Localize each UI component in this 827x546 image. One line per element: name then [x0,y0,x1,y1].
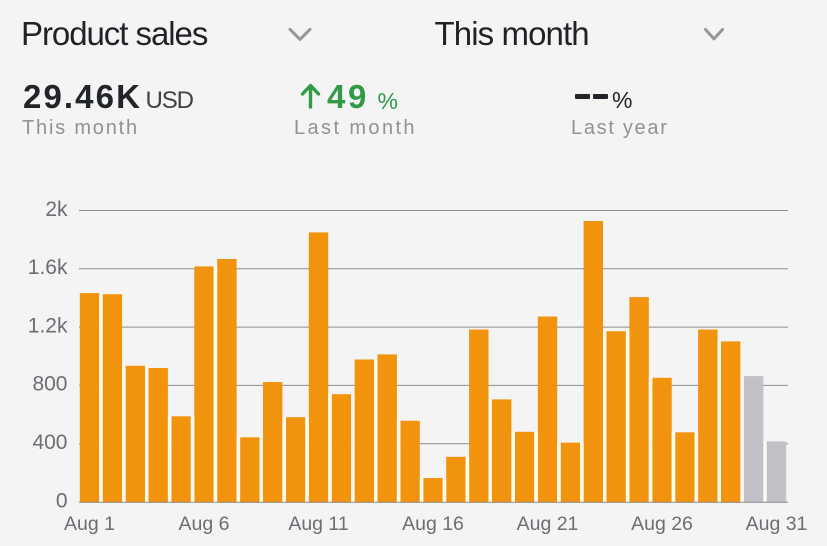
svg-text:1.6k: 1.6k [28,256,68,279]
svg-text:2k: 2k [45,198,68,221]
svg-text:0: 0 [56,489,68,512]
svg-text:Aug 11: Aug 11 [288,513,348,535]
svg-text:1.2k: 1.2k [28,314,68,337]
svg-text:400: 400 [32,431,67,454]
svg-text:Aug 31: Aug 31 [746,513,808,535]
svg-text:Aug 16: Aug 16 [402,513,464,535]
svg-text:Aug 6: Aug 6 [179,513,230,535]
svg-text:Aug 1: Aug 1 [64,513,115,535]
svg-text:Aug 26: Aug 26 [631,513,693,535]
svg-text:800: 800 [32,373,67,396]
svg-text:Aug 21: Aug 21 [517,513,579,535]
